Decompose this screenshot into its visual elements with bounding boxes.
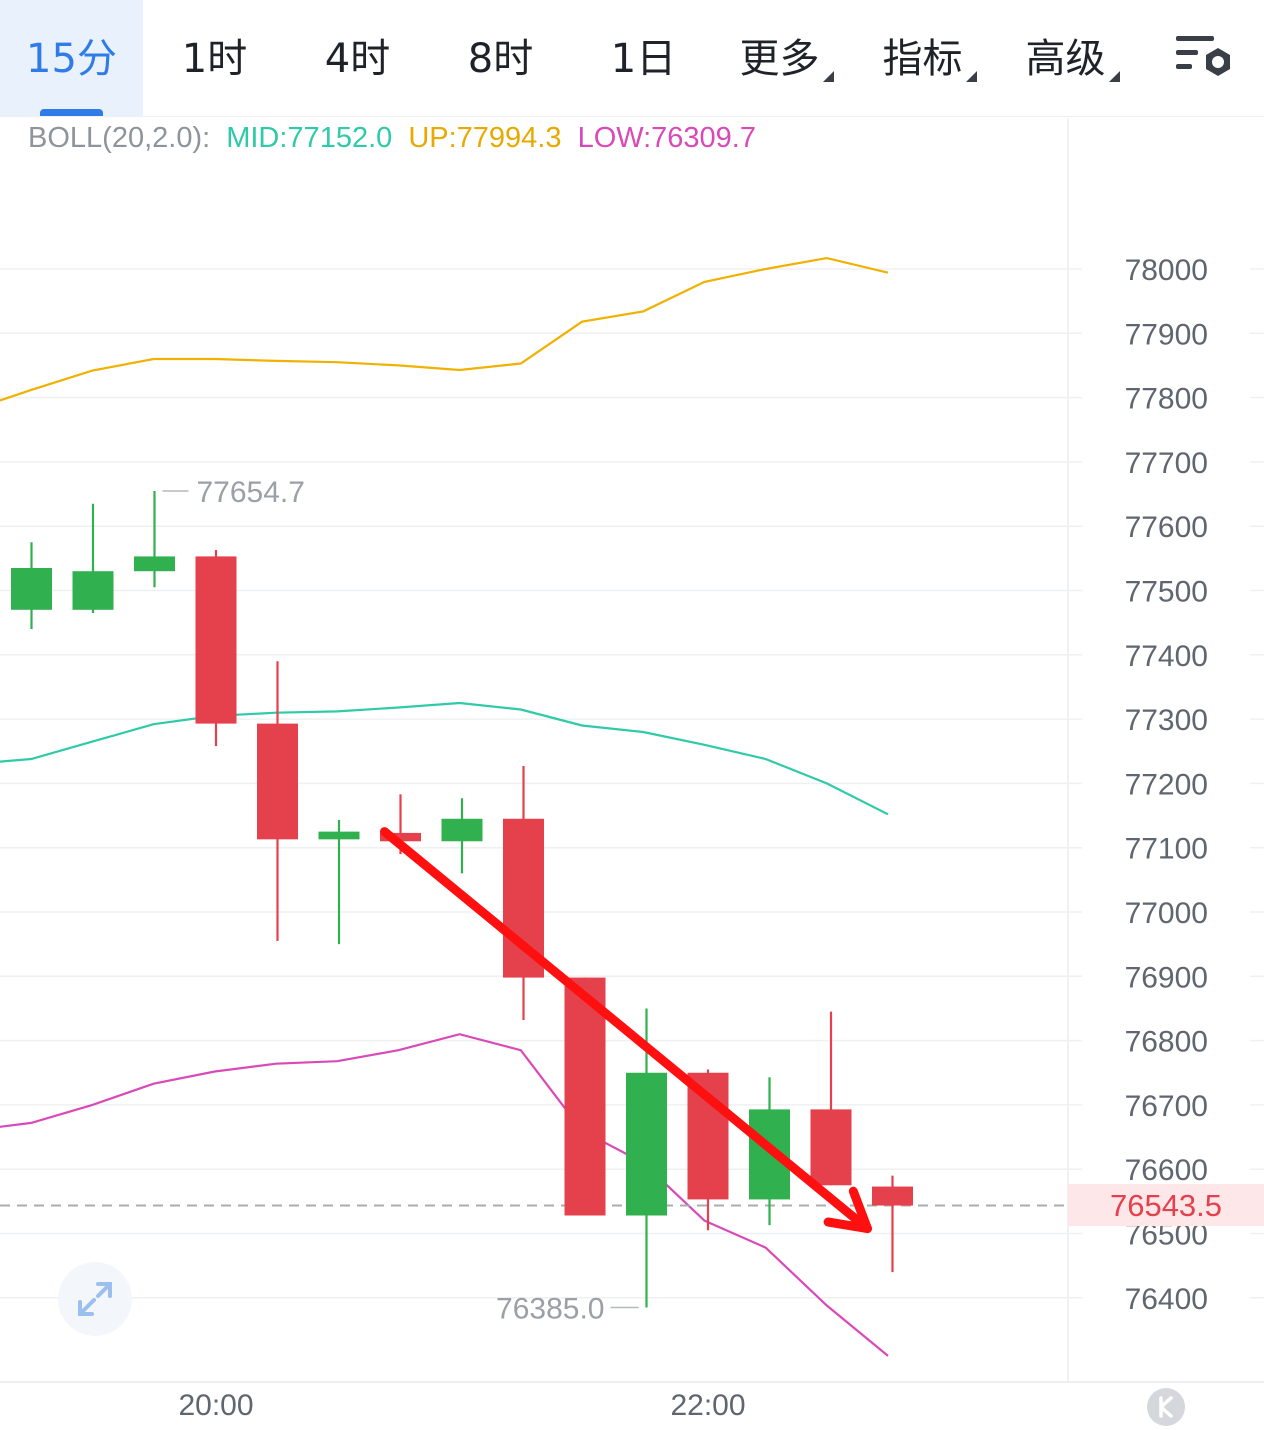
trend-arrow-shaft <box>380 827 872 1234</box>
chart-settings-button[interactable] <box>1172 30 1238 86</box>
y-tick-label: 77000 <box>1125 897 1208 930</box>
tab-label: 指标 <box>883 0 977 118</box>
y-tick-label: 76900 <box>1125 961 1208 994</box>
trend-arrow-head <box>823 1186 872 1234</box>
tab-label: 更多 <box>740 0 834 118</box>
tab-2[interactable]: 4时 <box>286 0 429 116</box>
candle-body <box>810 1109 852 1186</box>
tab-3[interactable]: 8时 <box>429 0 572 116</box>
dropdown-caret-icon <box>822 71 834 82</box>
last-price-label: 76543.5 <box>1068 1184 1264 1226</box>
boll-legend: BOLL(20,2.0): MID:77152.0 UP:77994.3 LOW… <box>28 118 764 158</box>
candle-body <box>257 723 298 840</box>
tab-label: 1日 <box>610 36 677 82</box>
candle-body <box>626 1072 667 1216</box>
candle-body <box>318 831 360 840</box>
x-tick-label: 20:00 <box>178 1389 253 1422</box>
tab-6[interactable]: 指标 <box>858 0 1001 116</box>
y-tick-label: 77300 <box>1125 704 1208 737</box>
boll-lower-band <box>0 1033 889 1357</box>
tab-label: 8时 <box>467 36 534 82</box>
boll-middle-band <box>0 701 889 816</box>
tab-label: 高级 <box>1026 0 1120 118</box>
y-tick-label: 76800 <box>1125 1026 1208 1059</box>
y-tick-label: 77800 <box>1125 383 1208 416</box>
dropdown-caret-icon <box>1108 71 1120 82</box>
y-tick-label: 77200 <box>1125 768 1208 801</box>
y-tick-label: 77700 <box>1125 447 1208 480</box>
y-tick-label: 76600 <box>1125 1154 1208 1187</box>
high-price-annotation: 77654.7 <box>197 476 305 509</box>
candle-body <box>72 571 114 610</box>
timeframe-tab-bar: 15分 1时 4时 8时 1日 更多 指标 高级 <box>0 0 1264 117</box>
tab-label: 4时 <box>324 36 391 82</box>
low-price-annotation: 76385.0 <box>496 1292 604 1325</box>
tab-4[interactable]: 1日 <box>572 0 715 116</box>
y-tick-label: 77900 <box>1125 318 1208 351</box>
chart-settings-icon <box>1176 36 1230 76</box>
candle-body <box>195 556 237 724</box>
y-tick-label: 77400 <box>1125 640 1208 673</box>
y-tick-label: 77100 <box>1125 833 1208 866</box>
y-tick-label: 78000 <box>1125 254 1208 287</box>
y-tick-label: 76400 <box>1125 1283 1208 1316</box>
candle-body <box>11 567 52 610</box>
y-tick-label: 77600 <box>1125 511 1208 544</box>
candle-body <box>564 977 606 1216</box>
boll-legend-low: LOW:76309.7 <box>577 122 756 154</box>
y-tick-label: 76700 <box>1125 1090 1208 1123</box>
dropdown-caret-icon <box>965 71 977 82</box>
tab-label: 1时 <box>181 36 248 82</box>
candle-body <box>380 832 421 842</box>
boll-legend-up: UP:77994.3 <box>408 122 562 154</box>
x-tick-label: 22:00 <box>670 1389 745 1422</box>
tab-7[interactable]: 高级 <box>1001 0 1144 116</box>
boll-legend-mid: MID:77152.0 <box>226 122 393 154</box>
kline-logo-icon <box>1147 1388 1185 1426</box>
tab-5[interactable]: 更多 <box>715 0 858 116</box>
y-tick-label: 77500 <box>1125 576 1208 609</box>
candle-body <box>134 556 175 572</box>
expand-arrows-icon <box>78 1282 112 1316</box>
tab-1[interactable]: 1时 <box>143 0 286 116</box>
candle-body <box>872 1186 913 1206</box>
boll-upper-band <box>0 256 889 402</box>
tab-label: 15分 <box>26 36 117 82</box>
expand-chart-button[interactable] <box>58 1262 132 1336</box>
boll-legend-name: BOLL(20,2.0): <box>28 122 211 154</box>
active-tab-indicator <box>40 109 103 116</box>
candle-body <box>441 818 483 842</box>
tab-0[interactable]: 15分 <box>0 0 143 116</box>
